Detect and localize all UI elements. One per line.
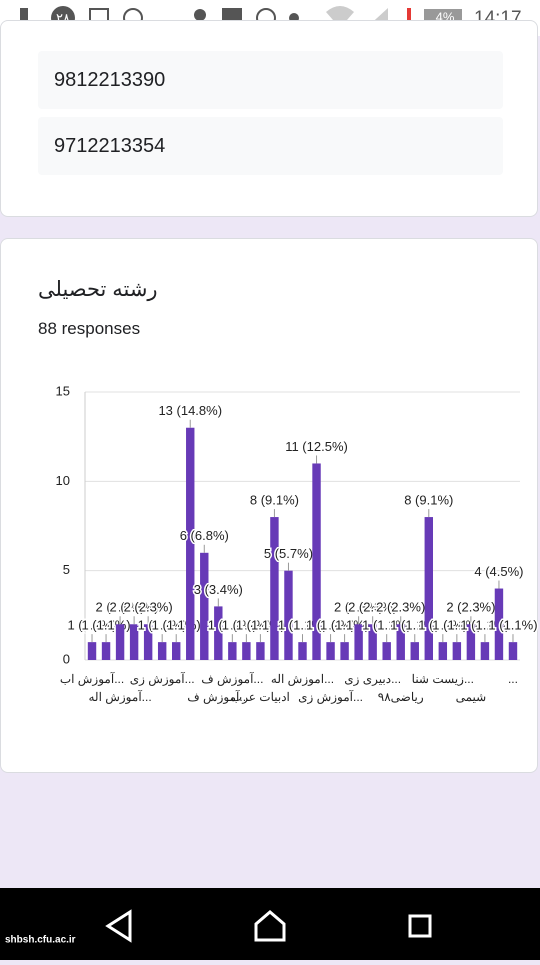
x-tick-label: شیمی <box>456 690 487 704</box>
bar <box>340 642 349 660</box>
bar <box>494 588 504 660</box>
data-label: 2 (2.3%) <box>376 600 425 615</box>
bar <box>466 624 476 660</box>
bar <box>410 642 419 660</box>
data-label: 1 (1.1%) <box>222 618 271 633</box>
bar <box>326 642 335 660</box>
bar <box>354 624 363 660</box>
y-tick-label: 0 <box>63 651 70 666</box>
x-tick-label: آموزش اب... <box>60 671 124 686</box>
data-label: 2 (2.3%) <box>96 600 145 615</box>
watermark: shbsh.cfu.ac.ir <box>5 935 76 946</box>
bar <box>101 642 111 660</box>
wifi-icon <box>326 6 354 28</box>
x-tick-label: آموزش ف... <box>201 671 263 686</box>
bar <box>242 642 251 660</box>
x-tick-label: دبیری زی... <box>344 672 401 686</box>
data-label: 8 (9.1%) <box>250 493 299 508</box>
bar <box>382 642 391 660</box>
data-label: 1 (1.1%) <box>488 618 537 633</box>
x-tick-label: ریاضی۹۸ <box>378 690 424 704</box>
responses: 88 responses <box>38 319 141 338</box>
x-tick-label: آموزش زی... <box>298 689 363 704</box>
data-label: 1 (1.1%) <box>208 618 257 633</box>
data-label: 6 (6.8%) <box>180 528 229 543</box>
bar <box>172 642 181 660</box>
chart: 0 5 10 15 1 (1.1%) آموزش اب... 1 (1.1%) 2 (2.3%… <box>56 383 540 704</box>
home-button[interactable] <box>254 910 286 942</box>
bar <box>452 642 462 660</box>
data-label: 11 (12.5%) <box>285 439 348 454</box>
data-label: 1 (1.1%) <box>418 618 467 633</box>
answers-card: 9812213390 9712213354 <box>0 20 538 217</box>
bar <box>438 642 448 660</box>
bar <box>270 517 279 660</box>
alert-icon <box>407 8 411 22</box>
data-label: 5 (5.7%) <box>264 546 313 561</box>
bar <box>312 463 321 660</box>
bar <box>508 642 518 660</box>
y-tick-label: 10 <box>56 473 70 488</box>
data-label: 2 (2.3%) <box>446 600 495 615</box>
bar <box>228 642 237 660</box>
data-label: 2 (2.3%) <box>110 600 159 615</box>
data-label: 4 (4.5%) <box>474 564 523 579</box>
x-tick-label: اموزش اله... <box>271 672 334 686</box>
data-label: 1 (1.1%) <box>138 618 187 633</box>
bar <box>284 570 293 660</box>
x-tick-label: آموزش اله... <box>88 689 151 704</box>
recents-button[interactable] <box>408 914 432 938</box>
bar <box>186 427 195 660</box>
x-tick-label: آموزش زی... <box>130 671 195 686</box>
data-label: 8 (9.1%) <box>404 493 453 508</box>
bar <box>298 642 307 660</box>
y-tick-label: 15 <box>56 383 70 398</box>
back-button[interactable] <box>105 909 132 943</box>
x-tick-label: زیست شنا... <box>412 672 474 686</box>
bar <box>480 642 490 660</box>
bar <box>87 642 97 660</box>
data-label: 2 (2.3%) <box>124 600 173 615</box>
bar <box>256 642 265 660</box>
answer: 9712213354 <box>38 117 503 175</box>
question-card: رشته تحصیلی 88 responses <box>0 238 538 773</box>
data-label: 3 (3.4%) <box>194 582 243 597</box>
bar <box>200 552 209 660</box>
x-tick-label: آموزش ف... <box>187 689 249 704</box>
nav-icons: shbsh.cfu.ac.ir <box>5 909 432 946</box>
answer: 9812213390 <box>38 51 503 109</box>
bar <box>143 624 153 660</box>
x-tick-label: ... <box>508 672 518 686</box>
bar <box>368 624 377 660</box>
data-label: 13 (14.8%) <box>158 403 222 418</box>
bar <box>129 624 139 660</box>
data-label: 1 (1.1%) <box>67 618 116 633</box>
nav-bar: shbsh.cfu.ac.ir <box>0 888 540 960</box>
question-title: رشته تحصیلی <box>38 278 158 301</box>
bar <box>396 624 405 660</box>
bar <box>157 642 167 660</box>
data-label: 1 (1.1%) <box>306 618 355 633</box>
x-tick-label: ادبیات عرب <box>231 690 290 704</box>
bar <box>424 517 433 660</box>
data-label: 2 (2.3%) <box>334 600 383 615</box>
data-label: 2 (2.3%) <box>348 600 397 615</box>
notify-icon <box>20 8 28 26</box>
y-tick-label: 5 <box>63 562 70 577</box>
bar <box>115 624 125 660</box>
location-icon <box>194 9 206 21</box>
bar <box>214 606 223 660</box>
